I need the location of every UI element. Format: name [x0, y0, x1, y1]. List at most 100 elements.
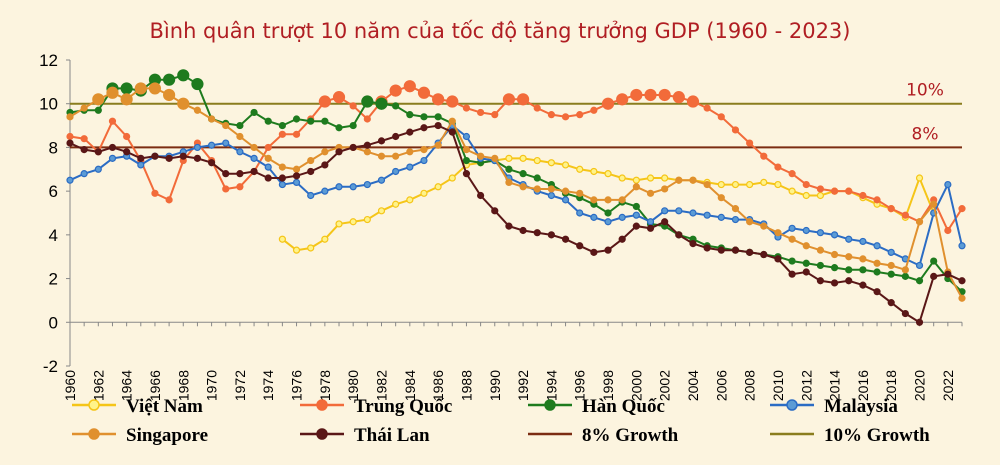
data-point — [278, 130, 286, 138]
legend-item: 8% Growth — [528, 425, 679, 446]
data-point — [349, 143, 357, 152]
data-point — [816, 191, 825, 200]
reference-line-label: 8% — [912, 124, 939, 144]
data-point — [434, 183, 442, 191]
data-point — [632, 183, 640, 191]
data-point — [887, 261, 895, 270]
series — [278, 154, 938, 254]
data-point — [92, 93, 105, 106]
data-point — [448, 174, 456, 182]
data-point — [207, 159, 216, 167]
data-point — [264, 174, 272, 182]
legend-label: Thái Lan — [354, 425, 430, 446]
data-point — [930, 272, 938, 280]
data-point — [533, 104, 541, 112]
data-point — [561, 187, 570, 195]
data-point — [561, 235, 570, 243]
data-point — [746, 180, 754, 189]
data-point — [533, 174, 541, 182]
data-point — [434, 113, 442, 121]
data-point — [148, 82, 162, 95]
data-point — [845, 253, 853, 261]
data-point — [802, 242, 810, 250]
data-point — [236, 148, 244, 156]
data-point — [646, 224, 655, 232]
data-point — [406, 111, 414, 119]
series-line — [69, 124, 963, 267]
data-point — [335, 220, 343, 228]
x-tick-label: 1968 — [175, 370, 191, 401]
data-point — [292, 178, 301, 186]
data-point — [491, 111, 499, 119]
data-point — [363, 141, 371, 149]
data-point — [406, 128, 414, 136]
data-point — [873, 242, 881, 250]
data-point — [717, 180, 725, 189]
x-tick-label: 2016 — [855, 370, 871, 401]
data-point — [845, 277, 853, 285]
data-point — [644, 88, 657, 102]
data-point — [901, 211, 909, 219]
data-point — [731, 180, 740, 189]
data-point — [630, 88, 643, 102]
data-point — [80, 170, 88, 178]
x-tick-label: 2010 — [770, 370, 786, 401]
data-point — [915, 218, 924, 226]
data-point — [448, 117, 456, 125]
data-point — [292, 172, 301, 180]
x-tick-label: 1990 — [487, 370, 503, 401]
legend-swatch-marker — [786, 399, 798, 411]
x-tick-label: 1976 — [289, 370, 305, 401]
data-point — [123, 132, 131, 141]
x-tick-label: 1980 — [345, 370, 361, 401]
y-tick-label: 6 — [49, 182, 58, 201]
data-point — [94, 165, 102, 173]
data-point — [930, 257, 938, 265]
data-point — [632, 211, 640, 219]
data-point — [448, 128, 456, 136]
data-point — [106, 86, 119, 99]
legend-item: Malaysia — [770, 396, 898, 417]
data-point — [321, 187, 329, 195]
data-point — [604, 196, 612, 204]
data-point — [264, 117, 272, 125]
data-point — [632, 202, 640, 211]
data-point — [264, 163, 272, 171]
x-tick-label: 1970 — [204, 370, 220, 401]
data-point — [462, 104, 471, 112]
data-point — [519, 226, 527, 235]
data-point — [887, 248, 895, 256]
legend-swatch-marker — [88, 428, 100, 440]
data-point — [859, 191, 867, 200]
data-point — [590, 248, 598, 256]
legend-swatch-marker — [316, 399, 328, 411]
data-point — [377, 176, 386, 184]
data-point — [576, 242, 584, 250]
data-point — [788, 187, 796, 195]
data-point — [788, 170, 796, 178]
data-point — [859, 237, 867, 246]
data-point — [816, 277, 825, 285]
data-point — [930, 200, 938, 208]
x-tick-label: 2020 — [912, 370, 928, 401]
data-point — [207, 115, 216, 123]
data-point — [788, 270, 796, 278]
data-point — [830, 264, 839, 272]
x-tick-label: 1966 — [147, 370, 163, 401]
x-tick-label: 1986 — [430, 370, 446, 401]
data-point — [163, 88, 176, 102]
data-point — [830, 187, 839, 195]
data-point — [658, 88, 671, 102]
data-point — [278, 121, 286, 130]
data-point — [944, 180, 952, 189]
data-point — [760, 152, 768, 160]
data-point — [462, 132, 471, 141]
data-point — [108, 117, 117, 125]
data-point — [816, 246, 825, 254]
data-point — [179, 152, 187, 160]
data-point — [746, 139, 754, 147]
series — [66, 121, 966, 270]
data-point — [746, 248, 754, 256]
data-point — [859, 281, 867, 289]
data-point — [278, 235, 286, 243]
